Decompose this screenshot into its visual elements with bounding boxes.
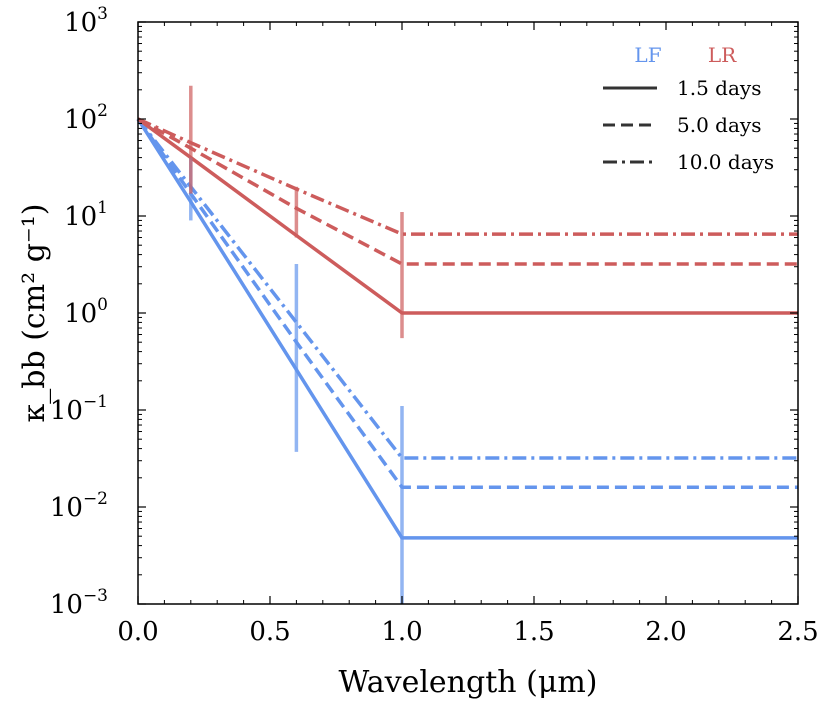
- x-tick-label: 1.0: [381, 617, 422, 647]
- x-tick-label: 0.5: [249, 617, 290, 647]
- y-axis-title: κ_bb (cm² g⁻¹): [17, 204, 52, 423]
- legend-label: 1.5 days: [677, 76, 761, 100]
- x-axis-title: Wavelength (μm): [339, 665, 598, 700]
- errorbar-layer: [189, 85, 404, 604]
- x-tick-label: 1.5: [513, 617, 554, 647]
- x-tick-label: 0.0: [117, 617, 158, 647]
- legend-label: 10.0 days: [677, 150, 774, 174]
- legend-label: 5.0 days: [677, 113, 761, 137]
- x-tick-label: 2.5: [777, 617, 818, 647]
- legend-group-lf: LF: [634, 43, 661, 67]
- y-tick-label: 101: [64, 198, 108, 232]
- y-tick-label: 100: [64, 295, 108, 329]
- legend-group-lr: LR: [708, 43, 737, 67]
- x-tick-label: 2.0: [645, 617, 686, 647]
- y-tick-label: 103: [64, 4, 108, 38]
- legend: LF LR 1.5 days 5.0 days 10.0 days: [603, 43, 774, 174]
- series-line-lf-dashdot: [136, 117, 798, 460]
